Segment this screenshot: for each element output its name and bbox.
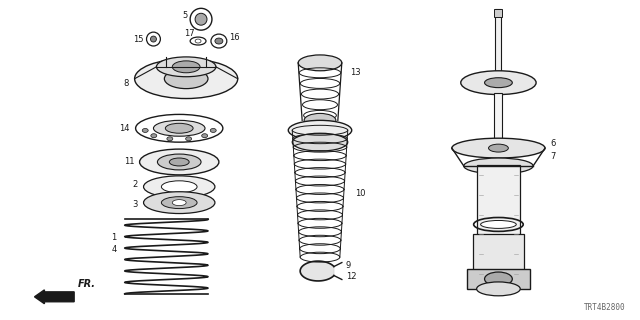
Bar <box>495 9 501 76</box>
Text: 3: 3 <box>132 200 138 209</box>
Text: 15: 15 <box>133 35 143 44</box>
Ellipse shape <box>143 192 215 213</box>
FancyArrow shape <box>35 290 74 304</box>
Text: 6: 6 <box>550 139 556 148</box>
Ellipse shape <box>211 128 216 132</box>
Ellipse shape <box>165 123 193 133</box>
Ellipse shape <box>298 55 342 71</box>
Ellipse shape <box>481 220 516 228</box>
Bar <box>495 92 502 147</box>
Ellipse shape <box>142 128 148 132</box>
Text: 7: 7 <box>550 152 556 161</box>
Ellipse shape <box>150 36 156 42</box>
Ellipse shape <box>143 176 215 198</box>
Text: 4: 4 <box>111 245 116 254</box>
Bar <box>477 165 520 284</box>
Text: 9: 9 <box>346 260 351 269</box>
Ellipse shape <box>157 154 201 170</box>
Ellipse shape <box>452 138 545 158</box>
Ellipse shape <box>304 113 336 127</box>
Text: 14: 14 <box>119 124 130 133</box>
Ellipse shape <box>484 78 512 88</box>
Ellipse shape <box>195 13 207 25</box>
Text: 12: 12 <box>346 272 356 282</box>
Ellipse shape <box>477 282 520 296</box>
Text: 8: 8 <box>124 79 129 88</box>
Ellipse shape <box>154 120 205 136</box>
Text: 10: 10 <box>355 189 365 198</box>
Ellipse shape <box>484 272 512 286</box>
Ellipse shape <box>161 181 197 193</box>
Text: FR.: FR. <box>78 279 96 289</box>
Ellipse shape <box>134 59 237 99</box>
Text: 1: 1 <box>111 233 116 242</box>
Ellipse shape <box>167 137 173 141</box>
Ellipse shape <box>140 149 219 175</box>
Ellipse shape <box>461 71 536 95</box>
Ellipse shape <box>151 134 157 138</box>
Ellipse shape <box>488 144 508 152</box>
Text: 17: 17 <box>184 28 195 38</box>
Bar <box>473 234 524 279</box>
Text: 2: 2 <box>132 180 138 189</box>
Ellipse shape <box>172 200 186 206</box>
Ellipse shape <box>186 137 191 141</box>
Text: 13: 13 <box>349 68 360 77</box>
Ellipse shape <box>195 39 201 43</box>
Polygon shape <box>300 261 334 281</box>
Text: 5: 5 <box>182 11 187 20</box>
Text: 11: 11 <box>124 157 134 166</box>
Ellipse shape <box>292 133 348 151</box>
Ellipse shape <box>288 120 352 140</box>
Ellipse shape <box>464 158 533 174</box>
Ellipse shape <box>164 69 208 89</box>
Bar <box>467 269 530 289</box>
Ellipse shape <box>170 158 189 166</box>
Bar <box>495 9 502 17</box>
Text: 16: 16 <box>228 33 239 42</box>
Text: TRT4B2800: TRT4B2800 <box>584 303 625 312</box>
Ellipse shape <box>215 38 223 44</box>
Ellipse shape <box>156 57 216 77</box>
Ellipse shape <box>172 61 200 73</box>
Ellipse shape <box>161 197 197 209</box>
Ellipse shape <box>202 134 207 138</box>
